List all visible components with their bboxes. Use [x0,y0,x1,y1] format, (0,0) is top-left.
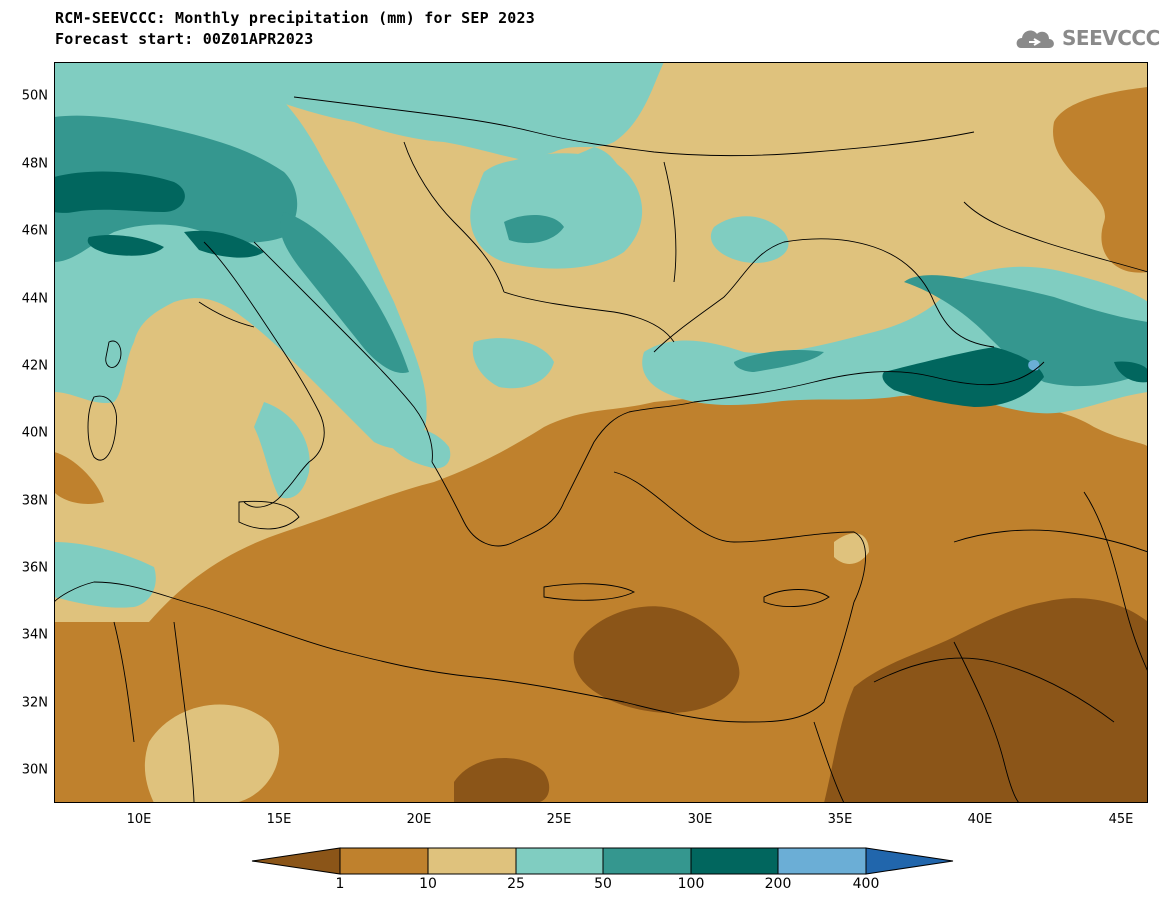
precipitation-colorbar [251,847,954,875]
lat-label-40N: 40N [21,425,48,441]
lat-label-44N: 44N [21,291,48,307]
colorbar-100-200 [690,847,779,875]
lat-label-46N: 46N [21,223,48,239]
lon-label-45E: 45E [1108,812,1134,827]
lon-label-25E: 25E [546,812,572,827]
colorbar-label-400: 400 [852,876,880,892]
map-title: RCM-SEEVCCC: Monthly precipitation (mm) … [55,9,535,27]
colorbar-label-10: 10 [419,876,437,892]
lat-label-48N: 48N [21,156,48,172]
colorbar-1-10 [339,847,429,875]
lon-label-30E: 30E [687,812,713,827]
lon-label-40E: 40E [967,812,993,827]
lon-label-20E: 20E [406,812,432,827]
lon-label-15E: 15E [266,812,292,827]
lat-label-38N: 38N [21,493,48,509]
lat-label-34N: 34N [21,627,48,643]
precipitation-map [54,62,1148,803]
colorbar-10-25 [427,847,517,875]
colorbar-25-50 [515,847,604,875]
colorbar-label-25: 25 [507,876,525,892]
forecast-start-label: Forecast start: 00Z01APR2023 [55,30,314,48]
lon-label-10E: 10E [126,812,152,827]
lat-label-30N: 30N [21,762,48,778]
colorbar-label-50: 50 [594,876,612,892]
colorbar-label-200: 200 [764,876,792,892]
lat-label-42N: 42N [21,358,48,374]
colorbar-below-1 [251,847,341,875]
lat-label-32N: 32N [21,695,48,711]
colorbar-above-400 [865,847,954,875]
cloud-logo-icon [1016,30,1054,48]
logo-text: SEEVCCC [1062,26,1160,50]
colorbar-200-400 [777,847,867,875]
colorbar-label-1: 1 [335,876,345,892]
lon-label-35E: 35E [827,812,853,827]
colorbar-50-100 [602,847,692,875]
precipitation-field [54,62,1148,803]
lat-label-36N: 36N [21,560,48,576]
colorbar-label-100: 100 [677,876,705,892]
lat-label-50N: 50N [21,88,48,104]
